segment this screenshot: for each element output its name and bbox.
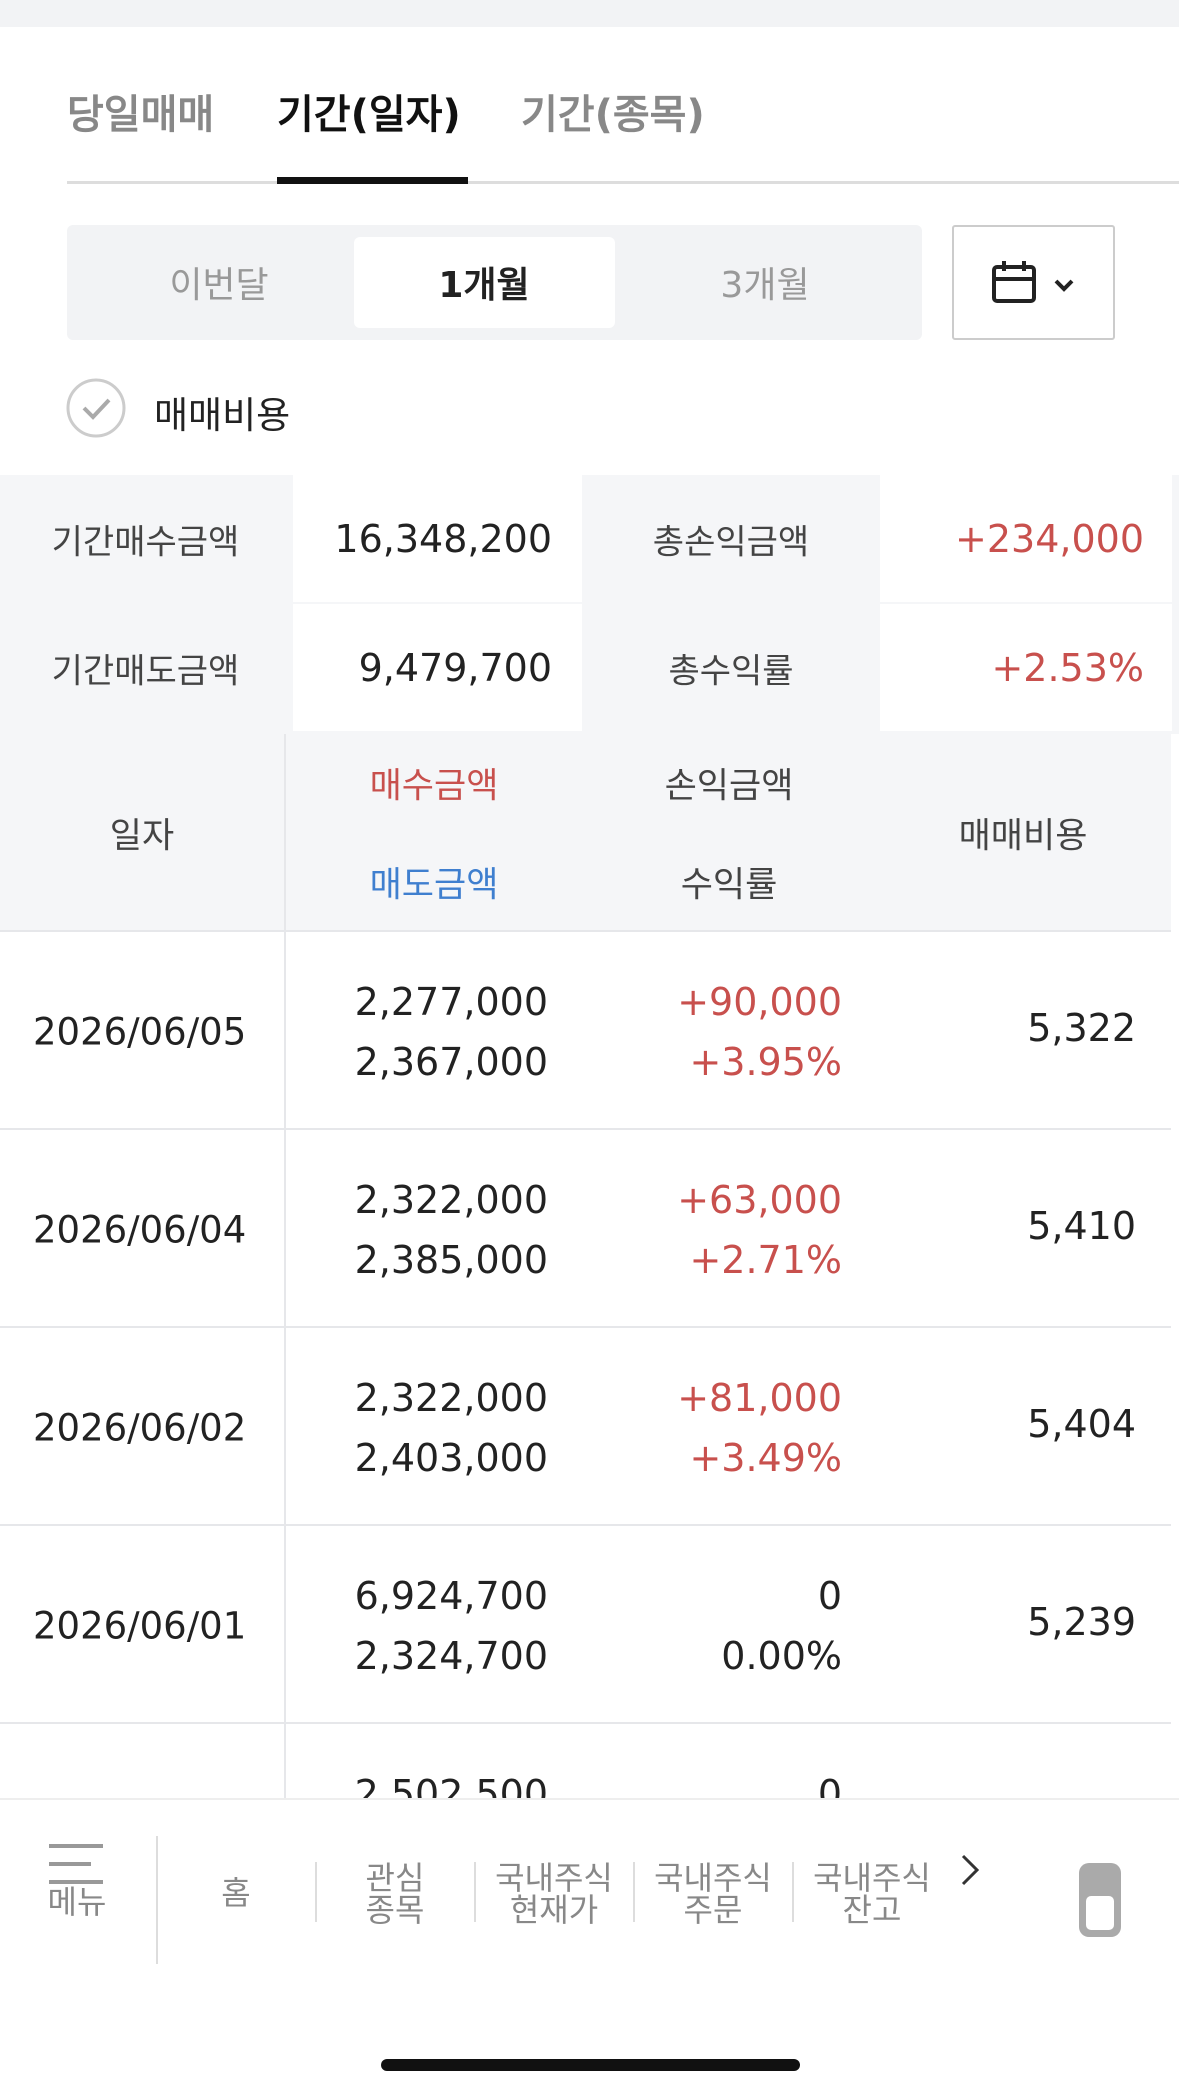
summary-label-cell: 총손익금액 [584,475,878,602]
top-bar [0,0,1179,27]
pnl: +90,000 [677,980,842,1024]
fee: 5,322 [1027,1006,1136,1050]
tab-active[interactable]: 기간(일자) [277,92,461,138]
period-active-bg [354,237,615,328]
side-icon[interactable] [1076,1860,1124,1940]
nav-item[interactable]: 메뉴 [2,1886,152,1918]
row-divider [0,1524,1171,1526]
summary-label-cell: 기간매도금액 [0,604,291,731]
checkbox[interactable] [66,378,126,438]
nav-divider [474,1862,476,1922]
date: 2026/06/05 [33,1010,247,1054]
summary-label-cell: 총수익률 [584,604,878,731]
calendar-icon [992,261,1074,303]
header: 매수금액 [369,766,499,807]
summary-value: 9,479,700 [358,645,552,690]
header: 매도금액 [369,865,499,906]
summary-label: 기간매수금액 [51,522,240,562]
fee: 5,239 [1027,1600,1136,1644]
header: 손익금액 [664,766,794,807]
nav-label: 홈 [221,1874,251,1912]
summary-label: 총수익률 [668,651,794,691]
nav-label: 국내주식 [495,1859,613,1897]
pnl: +63,000 [677,1178,842,1222]
header: 매매비용 [958,816,1088,857]
buy-amount: 2,322,000 [354,1178,548,1222]
rate: 0.00% [721,1634,842,1678]
nav-item[interactable]: 관심 종목 [320,1862,470,1926]
checkbox-label: 매매비용 [154,394,291,437]
nav-divider [156,1836,158,1964]
rate: +2.71% [689,1238,842,1282]
pnl: 0 [817,1772,842,1798]
table-body: 2026/06/05 2,277,000 2,367,000 +90,000 +3.95… [0,932,1179,1798]
tab-divider [67,181,1179,184]
nav-label: 국내주식 [813,1859,931,1897]
summary-label-cell: 기간매수금액 [0,475,291,602]
row-divider [0,1722,1171,1724]
bottom-nav: 메뉴 홈 관심 종목 국내주식 현재가 국내주식 주문 국내주식 잔고 [0,1798,1179,2095]
table-header [0,734,1171,932]
nav-label: 국내주식 [654,1859,772,1897]
buy-amount: 2,322,000 [354,1376,548,1420]
tab[interactable]: 당일매매 [67,92,215,138]
period-active[interactable]: 1개월 [438,265,530,306]
nav-label: 관심 [365,1859,425,1897]
buy-amount: 2,277,000 [354,980,548,1024]
summary-label: 총손익금액 [652,522,810,562]
sell-amount: 2,385,000 [354,1238,548,1282]
buy-amount: 6,924,700 [354,1574,548,1618]
summary-value-cell: +234,000 [880,475,1172,602]
buy-amount: 2,502,500 [354,1772,548,1798]
date: 2026/06/01 [33,1604,247,1648]
rate: +3.49% [689,1436,842,1480]
sell-amount: 2,324,700 [354,1634,548,1678]
nav-item[interactable]: 국내주식 현재가 [479,1862,629,1926]
summary-value-cell: 16,348,200 [293,475,582,602]
nav-item[interactable]: 국내주식 주문 [638,1862,788,1926]
nav-divider [792,1862,794,1922]
tab-underline [277,177,468,184]
date: 2026/06/02 [33,1406,247,1450]
more-arrow[interactable] [955,1850,985,1890]
nav-item[interactable]: 홈 [161,1877,311,1909]
nav-divider [633,1862,635,1922]
column-divider [284,734,286,1798]
date: 2026/06/04 [33,1208,247,1252]
row-divider [0,1326,1171,1328]
nav-label: 주문 [683,1891,743,1929]
header: 수익률 [680,865,778,906]
fee: 5,410 [1027,1204,1136,1248]
calendar-button[interactable] [952,225,1115,340]
nav-label: 현재가 [509,1891,599,1929]
home-indicator [381,2059,800,2071]
pnl: 0 [817,1574,842,1618]
menu-icon [49,1844,103,1884]
sell-amount: 2,367,000 [354,1040,548,1084]
period[interactable]: 이번달 [169,265,269,306]
tab[interactable]: 기간(종목) [521,92,705,138]
summary-value: 16,348,200 [334,516,552,561]
fee: 5,404 [1027,1402,1136,1446]
nav-label: 잔고 [842,1891,902,1929]
nav-divider [315,1862,317,1922]
nav-item[interactable]: 국내주식 잔고 [797,1862,947,1926]
summary-value: +2.53% [991,645,1144,690]
nav-label: 종목 [365,1891,425,1929]
summary-label: 기간매도금액 [51,651,240,691]
header: 일자 [109,816,175,857]
sell-amount: 2,403,000 [354,1436,548,1480]
summary-table: 기간매수금액 16,348,200 총손익금액 +234,000 기간매도금액 9,479… [0,475,1179,734]
summary-value-cell: +2.53% [880,604,1172,731]
period[interactable]: 3개월 [720,265,810,306]
summary-value-cell: 9,479,700 [293,604,582,731]
pnl: +81,000 [677,1376,842,1420]
summary-value: +234,000 [955,516,1144,561]
row-divider [0,1128,1171,1130]
rate: +3.95% [689,1040,842,1084]
nav-label: 메뉴 [47,1883,107,1921]
